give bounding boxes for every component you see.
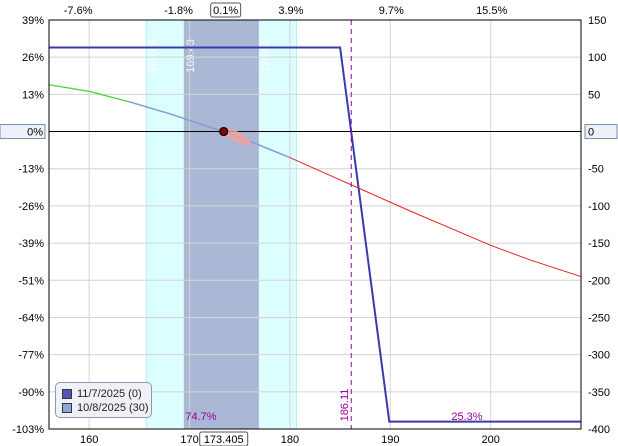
left-axis-tick-label: 39% (22, 15, 44, 27)
top-axis-tick-label: 9.7% (379, 5, 404, 17)
inner-probability-band (183, 20, 259, 429)
left-axis-tick-label: -51% (18, 275, 44, 287)
legend-item-expiration: 11/7/2025 (0) (62, 387, 151, 401)
price-move-highlight (222, 127, 252, 146)
x-axis-tick-label: 160 (80, 434, 98, 446)
right-axis-tick-label: 50 (588, 89, 600, 101)
left-axis-tick-label: 26% (22, 52, 44, 64)
x-axis-tick-label: 200 (481, 434, 499, 446)
top-current-pct-box (210, 2, 242, 18)
left-axis-tick-label: -103% (12, 424, 44, 436)
right-axis-tick-label: -250 (588, 312, 610, 324)
left-axis-tick-label: -39% (18, 238, 44, 250)
top-axis-tick-label: 15.5% (476, 5, 507, 17)
right-axis-tick-label: 150 (588, 15, 606, 27)
right-axis-tick-label: 100 (588, 52, 606, 64)
top-axis-tick-label: -1.8% (164, 5, 193, 17)
x-axis-tick-label: 180 (281, 434, 299, 446)
zero-label-right-box (584, 124, 618, 140)
left-axis-tick-label: -64% (18, 312, 44, 324)
series-line-today-green-segment (48, 84, 130, 103)
left-axis-tick-label: 13% (22, 89, 44, 101)
legend-swatch-expiration (62, 389, 72, 399)
x-axis-tick-label: 170 (180, 434, 198, 446)
probability-label-right: 25.3% (451, 411, 482, 423)
breakeven-label: 186.11 (339, 389, 351, 422)
right-axis-tick-label: -100 (588, 201, 610, 213)
legend-label-expiration: 11/7/2025 (0) (77, 388, 142, 400)
left-axis-tick-label: -13% (18, 164, 44, 176)
current-price-marker (219, 126, 229, 137)
legend-swatch-today (62, 403, 72, 413)
right-axis-tick-label: -200 (588, 275, 610, 287)
right-axis-tick-label: -50 (588, 164, 604, 176)
top-axis-tick-label: 3.9% (278, 5, 303, 17)
chart-legend: 11/7/2025 (0) 10/8/2025 (30) (55, 382, 152, 418)
outer-band-low-label: 165.69 (147, 39, 159, 73)
left-axis-tick-label: -90% (18, 387, 44, 399)
left-axis-tick-label: -77% (18, 350, 44, 362)
outer-band-high-label: 180.65 (297, 39, 309, 73)
zero-label-left: 0% (27, 127, 43, 139)
probability-label-left: 74.7% (185, 411, 216, 423)
right-axis-tick-label: -350 (588, 387, 610, 399)
legend-item-today: 10/8/2025 (30) (62, 401, 151, 415)
legend-label-today: 10/8/2025 (30) (77, 402, 149, 414)
series-line-expiration (49, 46, 581, 423)
plot-frame (48, 19, 582, 430)
top-axis-tick-label: -7.6% (64, 5, 93, 17)
right-axis-tick-label: -400 (588, 424, 610, 436)
zero-label-right: 0 (588, 127, 594, 139)
right-axis-tick-label: -150 (588, 238, 610, 250)
left-axis-tick-label: -26% (18, 201, 44, 213)
right-axis-tick-label: -300 (588, 350, 610, 362)
x-axis-tick-label: 190 (381, 434, 399, 446)
inner-band-low-label: 169.43 (185, 39, 197, 73)
series-line-today-blue-segment (129, 101, 291, 159)
current-price-label-box (199, 431, 249, 446)
current-price-label: 173.405 (204, 434, 244, 446)
inner-band-high-label: 176.91 (260, 39, 272, 73)
zero-label-left-box (0, 124, 46, 140)
top-current-pct-label: 0.1% (213, 5, 238, 17)
